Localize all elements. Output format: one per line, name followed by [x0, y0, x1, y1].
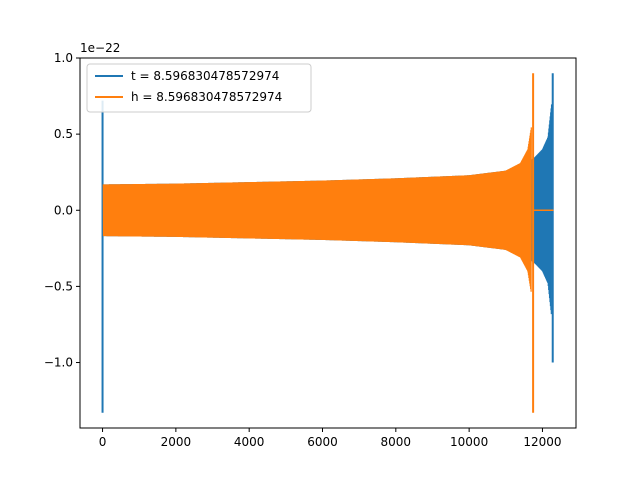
y-tick-label: 1.0 — [54, 51, 73, 65]
plot-area — [101, 73, 554, 413]
y-tick-label: 0.5 — [54, 127, 73, 141]
x-tick-label: 12000 — [523, 435, 561, 449]
x-tick-label: 2000 — [161, 435, 192, 449]
y-tick-label: −0.5 — [44, 279, 73, 293]
axes-frame — [79, 57, 577, 429]
x-tick-label: 6000 — [307, 435, 338, 449]
y-tick-label: −1.0 — [44, 356, 73, 370]
x-tick-label: 0 — [99, 435, 107, 449]
y-tick-label: 0.0 — [54, 203, 73, 217]
legend-label: h = 8.596830478572974 — [131, 90, 282, 104]
legend-label: t = 8.596830478572974 — [131, 69, 279, 83]
legend-box — [86, 63, 312, 113]
series-h-oscillation — [102, 127, 532, 292]
x-tick-label: 8000 — [381, 435, 412, 449]
x-tick-label: 4000 — [234, 435, 265, 449]
axes: 0 2000 4000 6000 8000 10000 12000 −1.0 −0.5 0.0 0.… — [44, 51, 577, 449]
y-offset-label: 1e−22 — [80, 41, 120, 55]
legend: t = 8.596830478572974 h = 8.5968304785729… — [86, 63, 312, 113]
x-tick-label: 10000 — [450, 435, 488, 449]
